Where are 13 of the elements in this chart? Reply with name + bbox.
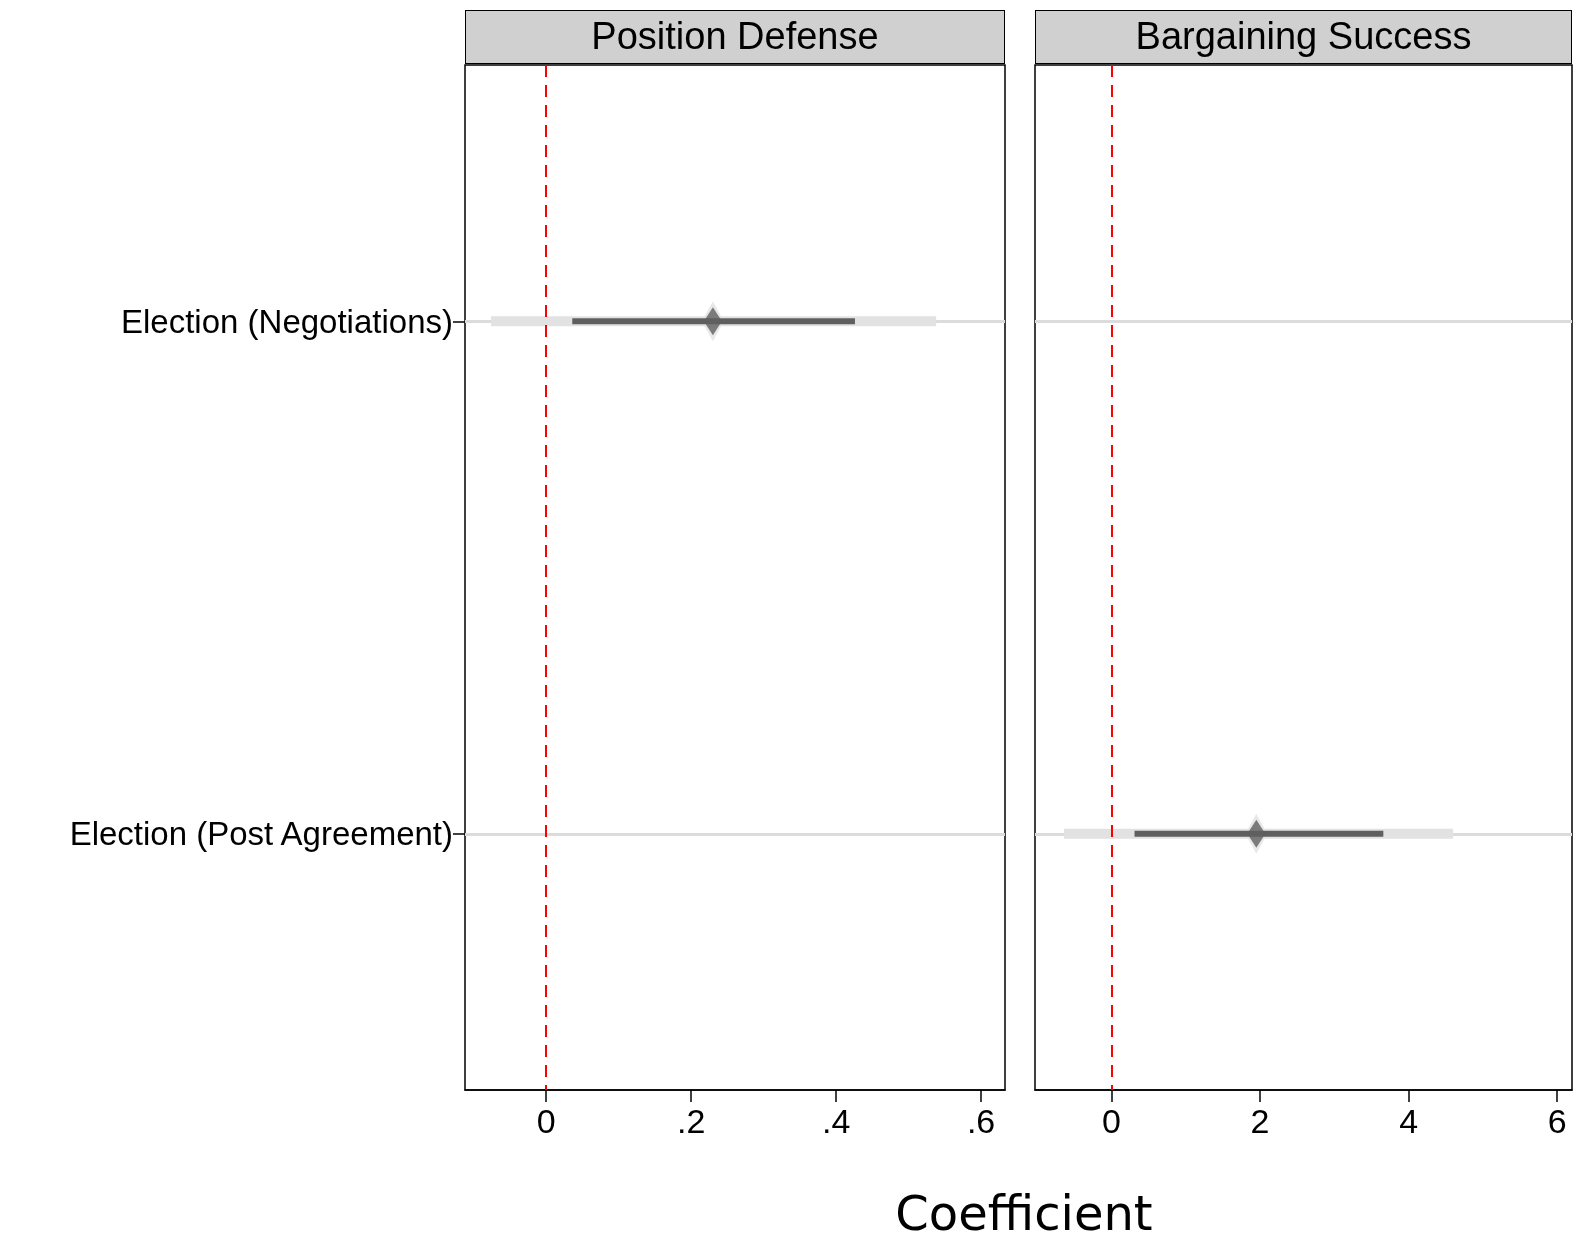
x-tick-label: 2 [1250,1102,1270,1140]
x-tick-label: .6 [966,1102,996,1140]
y-tick-label: Election (Negotiations) [121,302,453,340]
x-tick-label: 6 [1547,1102,1567,1140]
x-tick-label: 0 [1102,1102,1121,1140]
x-tick-label: .2 [676,1102,706,1140]
x-tick-label: 4 [1399,1102,1419,1140]
y-tick-label: Election (Post Agreement) [69,815,453,853]
chart-title: Position Defense [465,10,1005,64]
x-tick-label: .4 [821,1102,851,1140]
x-axis-title: Coefficient [895,1185,1153,1241]
chart-title: Bargaining Success [1035,10,1572,64]
x-tick-label: 0 [536,1102,556,1140]
